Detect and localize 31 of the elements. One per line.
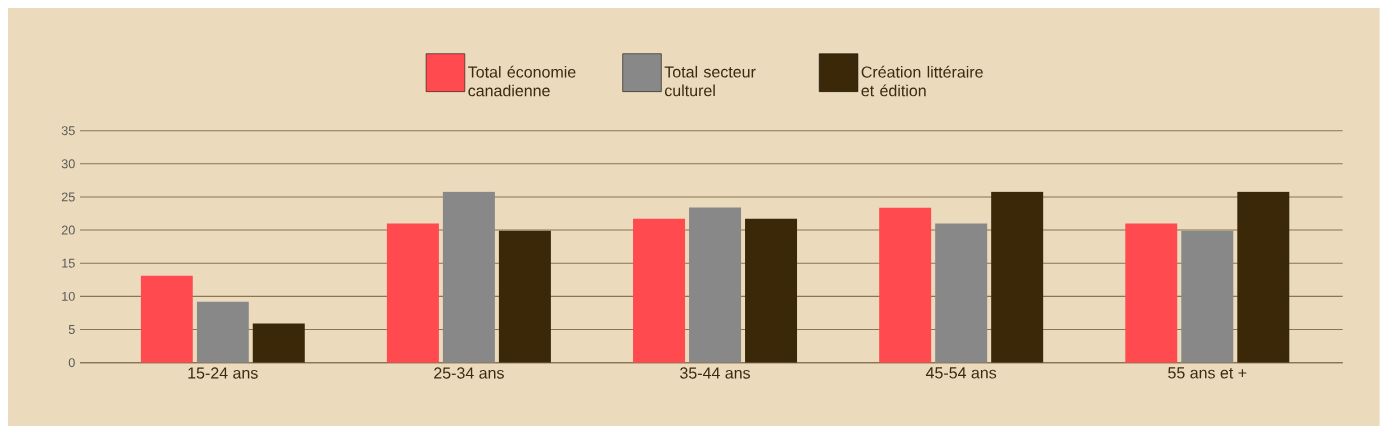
y-tick-label: 0 — [68, 358, 75, 368]
x-tick-label: 15-24 ans — [188, 367, 258, 379]
legend-label: Création littéraire et édition — [861, 65, 983, 97]
bar — [1125, 223, 1178, 363]
y-tick-label: 20 — [61, 225, 75, 235]
bar — [879, 207, 932, 363]
bar — [1181, 230, 1234, 363]
bar — [935, 223, 988, 363]
bar — [498, 230, 551, 363]
bar — [1237, 191, 1290, 363]
y-tick-label: 15 — [62, 258, 75, 268]
bar — [386, 223, 439, 363]
legend-label: Total secteur culturel — [664, 65, 756, 97]
bar — [689, 207, 742, 363]
bar — [196, 301, 249, 363]
bar — [252, 323, 305, 363]
y-tick-label: 25 — [61, 192, 75, 202]
x-tick-label: 25-34 ans — [434, 367, 504, 379]
bar — [442, 191, 495, 363]
bar — [991, 191, 1044, 363]
y-tick-label: 35 — [61, 126, 75, 136]
y-tick-label: 30 — [61, 159, 75, 169]
legend-label: Total économie canadienne — [468, 65, 576, 97]
y-tick-label: 10 — [62, 291, 75, 301]
bar — [633, 218, 686, 363]
x-tick-label: 55 ans et + — [1168, 367, 1247, 379]
x-tick-label: 45-54 ans — [925, 367, 997, 379]
bar — [140, 275, 193, 363]
bar — [745, 218, 798, 363]
y-tick-label: 5 — [68, 325, 75, 334]
x-tick-label: 35-44 ans — [680, 367, 751, 379]
